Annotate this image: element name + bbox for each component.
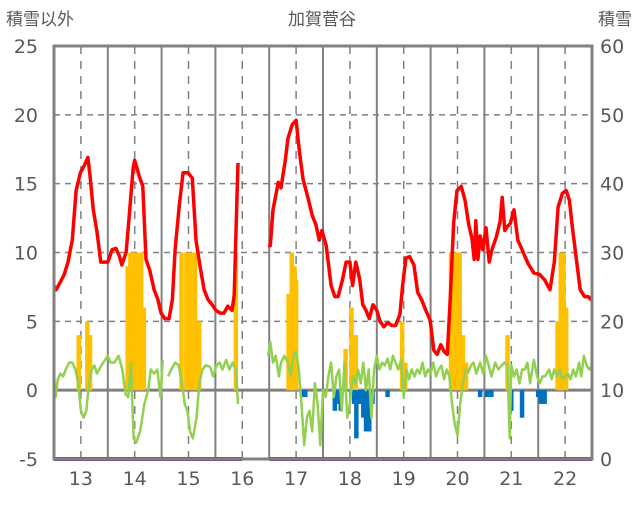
orange-bar	[138, 252, 144, 391]
orange-bar	[141, 307, 147, 391]
orange-bar	[188, 252, 193, 391]
orange-bar	[561, 252, 566, 391]
orange-bar	[349, 307, 354, 391]
orange-bar	[197, 321, 202, 391]
blue-bar	[484, 390, 490, 398]
orange-bar	[460, 335, 466, 391]
y-right-tick-label: 60	[600, 36, 624, 58]
blue-bar	[361, 390, 366, 418]
orange-bar	[289, 252, 295, 391]
orange-bar	[85, 321, 90, 391]
blue-bar	[535, 390, 541, 398]
y-right-tick-label: 50	[600, 105, 624, 127]
blue-bar	[363, 390, 369, 432]
x-tick-label: 14	[123, 468, 147, 490]
orange-bar	[463, 362, 469, 391]
blue-bar	[357, 390, 362, 404]
left-axis-label: 積雪以外	[6, 10, 74, 30]
x-tick-label: 15	[176, 468, 200, 490]
y-left-tick-label: 0	[26, 380, 38, 402]
orange-bar	[184, 252, 189, 391]
orange-bar	[76, 335, 81, 391]
orange-bar	[353, 335, 359, 391]
blue-bar	[303, 390, 308, 398]
green-line-segment	[166, 358, 240, 440]
y-left-tick-label: 5	[26, 311, 38, 333]
x-tick-label: 17	[284, 468, 308, 490]
orange-bar	[399, 321, 405, 391]
orange-bar	[130, 252, 135, 391]
blue-bar	[477, 390, 483, 398]
bars	[76, 252, 569, 439]
blue-bar	[538, 390, 544, 404]
orange-bar	[293, 280, 299, 391]
blue-bar	[385, 390, 390, 398]
x-tick-label: 21	[499, 468, 523, 490]
y-right-tick-label: 30	[600, 243, 624, 265]
x-tick-label: 13	[69, 468, 93, 490]
y-right-tick-label: 0	[600, 449, 612, 471]
orange-bar	[448, 252, 454, 391]
orange-bar	[179, 252, 184, 391]
orange-bar	[453, 252, 458, 391]
y-left-tick-label: 15	[14, 174, 38, 196]
blue-bar	[354, 390, 359, 439]
chart-title: 加賀菅谷	[288, 10, 356, 30]
y-left-tick-label: -5	[19, 449, 38, 471]
blue-bar	[335, 390, 341, 404]
x-tick-label: 18	[338, 468, 362, 490]
orange-bar	[125, 266, 130, 391]
y-right-tick-label: 10	[600, 380, 624, 402]
green-line-segment	[52, 354, 164, 444]
orange-bar	[286, 293, 291, 391]
x-tick-label: 22	[553, 468, 577, 490]
blue-bar	[367, 390, 372, 432]
plot-border	[52, 44, 594, 461]
blue-bar	[542, 390, 547, 404]
orange-bar	[558, 252, 564, 391]
y-left-tick-label: 10	[14, 243, 38, 265]
y-right-tick-label: 40	[600, 174, 624, 196]
y-right-tick-label: 20	[600, 311, 624, 333]
x-tick-label: 20	[445, 468, 469, 490]
red-line-segment	[268, 118, 594, 357]
orange-bar	[134, 252, 140, 391]
blue-bar	[489, 390, 494, 398]
orange-bar	[457, 252, 462, 391]
orange-bar	[555, 321, 560, 391]
orange-bar	[233, 252, 239, 391]
x-tick-label: 16	[230, 468, 254, 490]
x-tick-label: 19	[392, 468, 416, 490]
blue-bar	[332, 390, 338, 411]
right-axis-label: 積雪	[598, 10, 632, 30]
orange-bar	[87, 335, 93, 391]
green-line-segment	[266, 340, 594, 447]
y-left-tick-label: 25	[14, 36, 38, 58]
orange-bar	[505, 335, 510, 391]
y-left-tick-label: 20	[14, 105, 38, 127]
blue-bar	[300, 390, 305, 398]
orange-bar	[563, 307, 569, 391]
red-line-segment	[52, 155, 240, 321]
blue-bar	[519, 390, 525, 418]
orange-bar	[192, 252, 198, 391]
plot-frame	[52, 44, 594, 461]
